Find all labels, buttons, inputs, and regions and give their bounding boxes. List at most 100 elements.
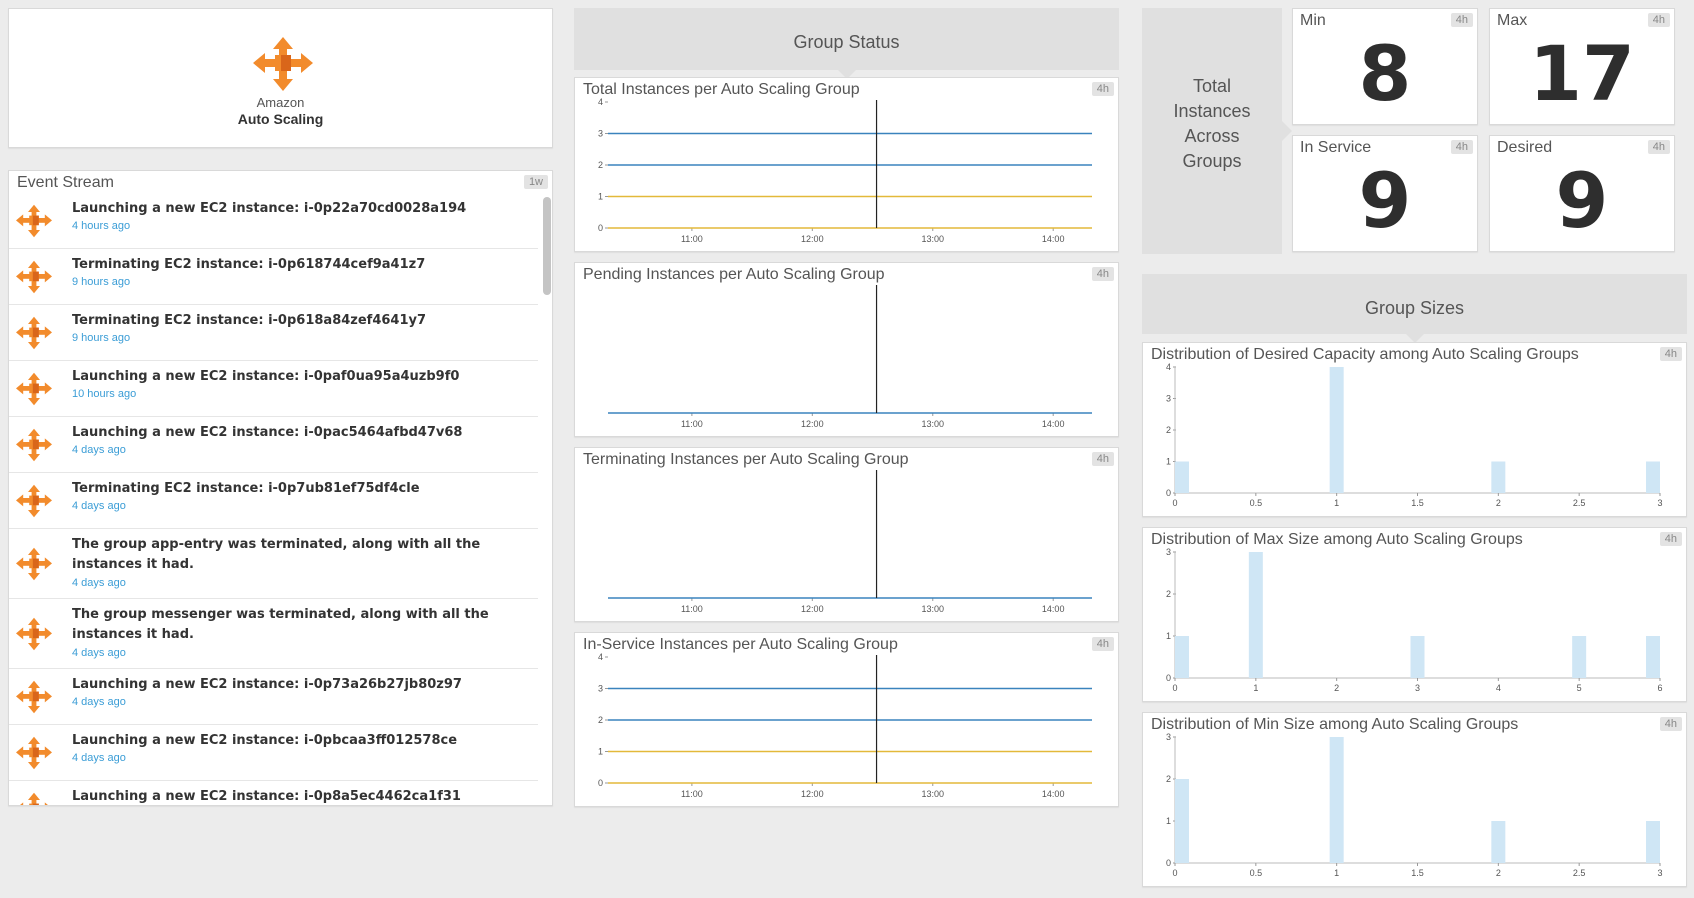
timeframe-badge[interactable]: 4h	[1091, 82, 1114, 96]
event-title: Terminating EC2 instance: i-0p7ub81ef75d…	[72, 481, 420, 496]
x-tick-label: 11:00	[681, 789, 703, 799]
stat-in-service: In Service 4h 9	[1292, 135, 1478, 252]
event-time[interactable]: 4 days ago	[72, 500, 126, 512]
chart-canvas[interactable]: 0 1 2 3 0 0.5 1 1.5 2 2.5 3	[1143, 713, 1686, 886]
event-row[interactable]: Launching a new EC2 instance: i-0pac5464…	[9, 417, 538, 473]
histogram-bar[interactable]	[1646, 636, 1660, 678]
event-time[interactable]: 9 hours ago	[72, 332, 131, 344]
x-tick-label: 4	[1496, 683, 1501, 693]
banner-pointer	[1404, 333, 1425, 343]
chart-canvas[interactable]: 11:00 12:00 13:00 14:00	[575, 263, 1118, 436]
x-tick-label: 11:00	[681, 234, 703, 244]
histogram-bar[interactable]	[1491, 821, 1506, 863]
histogram-bar[interactable]	[1175, 636, 1189, 678]
event-title: Launching a new EC2 instance: i-0pac5464…	[72, 425, 463, 440]
stat-desired-badge[interactable]: 4h	[1647, 140, 1670, 154]
chart-canvas[interactable]: 11:00 12:00 13:00 14:00	[575, 448, 1118, 621]
timeframe-badge[interactable]: 4h	[1659, 347, 1682, 361]
event-row[interactable]: Launching a new EC2 instance: i-0pbcaa3f…	[9, 725, 538, 781]
event-time[interactable]: 4 days ago	[72, 752, 126, 764]
histogram-bar[interactable]	[1410, 636, 1425, 678]
histogram-bar[interactable]	[1491, 461, 1506, 494]
chart-canvas[interactable]: 0 1 2 3 0 1 2 3 4 5 6	[1143, 528, 1686, 701]
timeframe-badge[interactable]: 4h	[1091, 637, 1114, 651]
x-tick-label: 2	[1334, 683, 1339, 693]
event-time[interactable]: 4 days ago	[72, 696, 126, 708]
auto-scaling-arrows-icon	[16, 680, 52, 714]
y-tick-label: 1	[1166, 457, 1171, 467]
x-tick-label: 1.5	[1411, 498, 1424, 508]
histogram-bar[interactable]	[1646, 821, 1660, 863]
chart-title: Distribution of Max Size among Auto Scal…	[1151, 531, 1523, 548]
stat-in-service-value: 9	[1358, 156, 1412, 245]
event-row[interactable]: Terminating EC2 instance: i-0p618744cef9…	[9, 249, 538, 305]
y-tick-label: 2	[1166, 589, 1171, 599]
x-tick-label: 0	[1172, 683, 1177, 693]
histogram-bar[interactable]	[1248, 552, 1263, 678]
timeframe-badge[interactable]: 4h	[1091, 267, 1114, 281]
event-time[interactable]: 10 hours ago	[72, 388, 137, 400]
event-row[interactable]: Launching a new EC2 instance: i-0p73a26b…	[9, 669, 538, 725]
histogram-bar[interactable]	[1572, 636, 1587, 678]
y-tick-label: 2	[598, 160, 603, 170]
x-tick-label: 12:00	[801, 604, 824, 614]
pending-instances-chart-panel: Pending Instances per Auto Scaling Group…	[574, 262, 1119, 437]
x-tick-label: 13:00	[921, 419, 944, 429]
timeframe-badge[interactable]: 4h	[1659, 717, 1682, 731]
event-list: Launching a new EC2 instance: i-0p22a70c…	[9, 193, 552, 805]
x-tick-label: 6	[1657, 683, 1662, 693]
event-row[interactable]: The group app-entry was terminated, alon…	[9, 529, 538, 599]
y-tick-label: 3	[598, 129, 603, 139]
event-time[interactable]: 4 days ago	[72, 647, 126, 659]
stat-min-badge[interactable]: 4h	[1450, 13, 1473, 27]
chart-canvas[interactable]: 0 1 2 3 4 0 0.5 1 1.5 2 2.5 3	[1143, 343, 1686, 516]
timeframe-badge[interactable]: 1w	[523, 175, 548, 189]
x-tick-label: 12:00	[801, 234, 824, 244]
event-row[interactable]: Terminating EC2 instance: i-0p618a84zef4…	[9, 305, 538, 361]
terminating-instances-chart-panel: Terminating Instances per Auto Scaling G…	[574, 447, 1119, 622]
event-time[interactable]: 4 days ago	[72, 444, 126, 456]
histogram-bar[interactable]	[1175, 779, 1189, 863]
chart-canvas[interactable]: 0 1 2 3 4 11:00 12:00 13:00 14:00	[575, 78, 1118, 251]
chart-title: Terminating Instances per Auto Scaling G…	[583, 451, 909, 468]
stat-max-badge[interactable]: 4h	[1647, 13, 1670, 27]
event-title: Launching a new EC2 instance: i-0p8a5ec4…	[72, 789, 461, 804]
event-row[interactable]: The group messenger was terminated, alon…	[9, 599, 538, 669]
y-tick-label: 1	[1166, 816, 1171, 826]
x-tick-label: 11:00	[681, 419, 703, 429]
stat-min-label: Min	[1300, 12, 1326, 29]
auto-scaling-arrows-icon	[16, 260, 52, 294]
stat-min: Min 4h 8	[1292, 8, 1478, 125]
event-time[interactable]: 4 days ago	[72, 577, 126, 589]
event-row[interactable]: Launching a new EC2 instance: i-0paf0ua9…	[9, 361, 538, 417]
x-tick-label: 2.5	[1573, 498, 1586, 508]
histogram-bar[interactable]	[1175, 461, 1189, 494]
event-row[interactable]: Terminating EC2 instance: i-0p7ub81ef75d…	[9, 473, 538, 529]
auto-scaling-arrows-icon	[16, 204, 52, 238]
stat-in-service-badge[interactable]: 4h	[1450, 140, 1473, 154]
histogram-bar[interactable]	[1329, 367, 1344, 493]
stat-desired-label: Desired	[1497, 139, 1553, 156]
event-title: Launching a new EC2 instance: i-0paf0ua9…	[72, 369, 460, 384]
auto-scaling-arrows-icon	[16, 736, 52, 770]
timeframe-badge[interactable]: 4h	[1091, 452, 1114, 466]
event-time[interactable]: 4 hours ago	[72, 220, 131, 232]
y-tick-label: 3	[598, 684, 603, 694]
event-time[interactable]: 9 hours ago	[72, 276, 131, 288]
histogram-bar[interactable]	[1646, 461, 1660, 494]
auto-scaling-arrows-icon	[16, 428, 52, 462]
y-tick-label: 1	[1166, 631, 1171, 641]
chart-canvas[interactable]: 0 1 2 3 4 11:00 12:00 13:00 14:00	[575, 633, 1118, 806]
x-tick-label: 13:00	[921, 234, 944, 244]
x-tick-label: 0	[1172, 498, 1177, 508]
timeframe-badge[interactable]: 4h	[1659, 532, 1682, 546]
auto-scaling-logo-panel: Amazon Auto Scaling	[8, 8, 553, 148]
auto-scaling-arrows-icon	[16, 547, 52, 581]
event-row[interactable]: Launching a new EC2 instance: i-0p22a70c…	[9, 193, 538, 249]
logo-line-amazon: Amazon	[256, 95, 305, 110]
y-tick-label: 1	[598, 747, 603, 757]
chart-title: Distribution of Desired Capacity among A…	[1151, 346, 1579, 363]
event-row[interactable]: Launching a new EC2 instance: i-0p8a5ec4…	[9, 781, 538, 805]
event-stream-scrollbar[interactable]	[543, 197, 551, 295]
histogram-bar[interactable]	[1329, 737, 1344, 863]
